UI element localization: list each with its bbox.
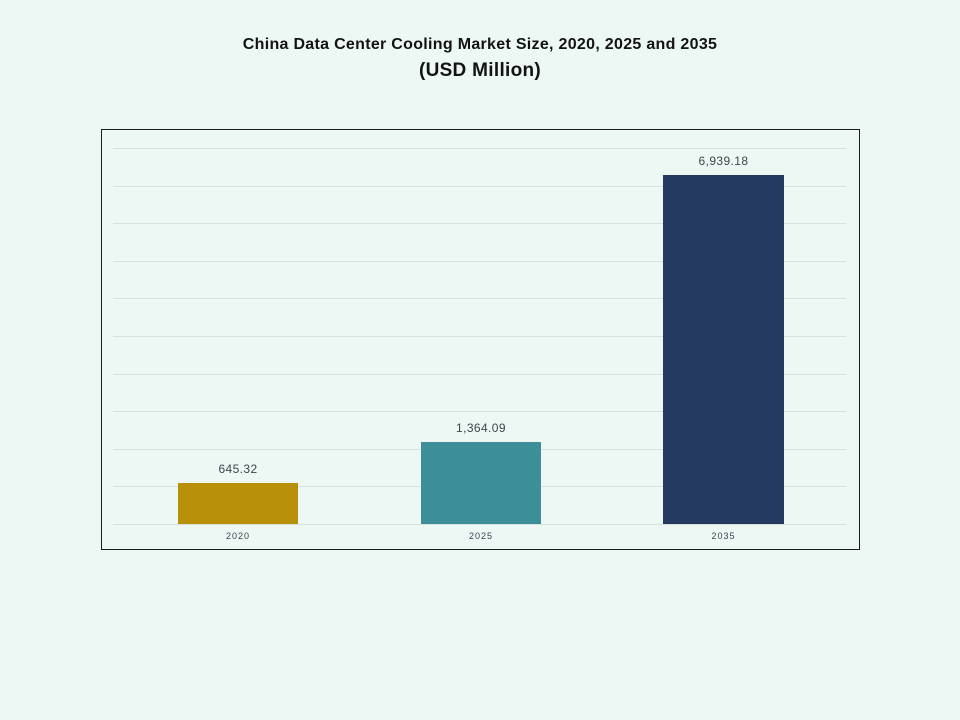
- x-axis-label-2025: 2025: [468, 531, 494, 541]
- chart-subtitle: (USD Million): [418, 60, 542, 81]
- gridline: [113, 374, 846, 375]
- bar-2025: [421, 442, 541, 524]
- bar-value-label-2025: 1,364.09: [456, 421, 506, 435]
- bar-value-label-2020: 645.32: [218, 462, 258, 476]
- chart-plot-area: 645.32 2020 1,364.09 2025 6,939.18 2035: [101, 129, 860, 550]
- gridline: [113, 411, 846, 412]
- bar-value-label-2035: 6,939.18: [698, 154, 749, 168]
- gridline: [113, 223, 846, 224]
- gridline: [113, 298, 846, 299]
- bar-2035: [663, 175, 784, 524]
- gridline: [113, 524, 846, 525]
- x-axis-label-2035: 2035: [711, 531, 736, 541]
- gridline: [113, 336, 846, 337]
- chart-title: China Data Center Cooling Market Size, 2…: [242, 36, 718, 53]
- bar-2020: [178, 483, 298, 524]
- gridline: [113, 261, 846, 262]
- gridline: [113, 186, 846, 187]
- x-axis-label-2020: 2020: [225, 531, 251, 541]
- gridline: [113, 148, 846, 149]
